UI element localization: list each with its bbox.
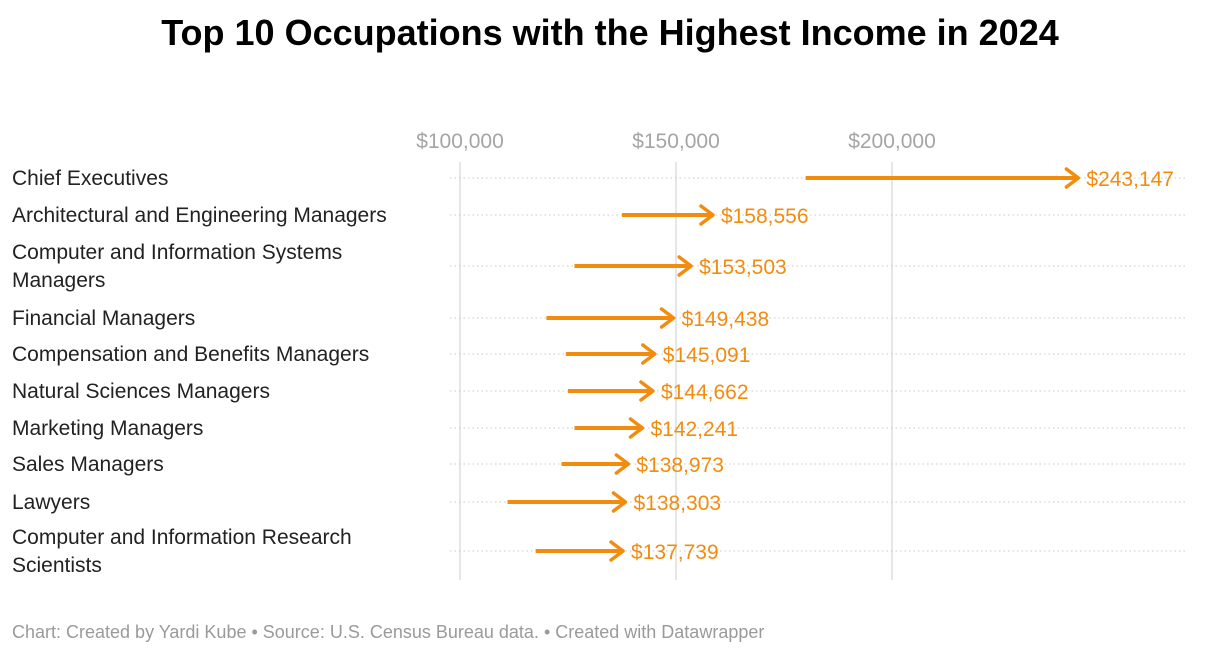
category-label: Architectural and Engineering Managers bbox=[12, 204, 387, 227]
data-rows: Chief Executives $243,147 Architectural an… bbox=[12, 167, 1188, 577]
arrow-head bbox=[641, 343, 657, 365]
arrow-head bbox=[1064, 167, 1081, 189]
category-label: Compensation and Benefits Managers bbox=[12, 343, 369, 366]
footer-separator: • bbox=[538, 622, 556, 642]
chart-footer: Chart: Created by Yardi Kube • Source: U… bbox=[12, 622, 764, 643]
x-tick-label: $100,000 bbox=[416, 130, 504, 153]
data-row: Architectural and Engineering Managers $1… bbox=[12, 204, 1188, 228]
chart-source: Source: U.S. Census Bureau data. bbox=[262, 622, 539, 642]
category-label: Computer and Information Research Scienti… bbox=[12, 526, 352, 577]
category-label: Natural Sciences Managers bbox=[12, 380, 270, 403]
x-tick-label: $150,000 bbox=[632, 130, 720, 153]
category-label: Chief Executives bbox=[12, 167, 168, 190]
footer-separator: • bbox=[246, 622, 263, 642]
chart-credit: Chart: Created by Yardi Kube bbox=[12, 622, 247, 642]
chart-title: Top 10 Occupations with the Highest Inco… bbox=[161, 12, 1059, 53]
value-label: $144,662 bbox=[661, 381, 749, 404]
value-label: $145,091 bbox=[663, 344, 751, 367]
data-row: Lawyers $138,303 bbox=[12, 491, 1188, 515]
value-label: $243,147 bbox=[1086, 168, 1174, 191]
arrow-head bbox=[611, 491, 628, 513]
data-row: Computer and Information Research Scienti… bbox=[12, 526, 1188, 577]
value-label: $153,503 bbox=[699, 256, 787, 279]
arrow-head bbox=[639, 380, 655, 402]
chart-tool-credit: Created with Datawrapper bbox=[555, 622, 765, 642]
value-label: $149,438 bbox=[682, 308, 770, 331]
value-label: $137,739 bbox=[631, 541, 719, 564]
arrow-head bbox=[699, 204, 715, 226]
value-label: $142,241 bbox=[650, 418, 738, 441]
category-label: Sales Managers bbox=[12, 453, 164, 476]
arrow-head bbox=[609, 540, 625, 562]
category-label: Financial Managers bbox=[12, 307, 195, 330]
gridlines bbox=[459, 162, 893, 580]
data-row: Compensation and Benefits Managers $145,0… bbox=[12, 343, 1188, 367]
value-label: $158,556 bbox=[721, 205, 809, 228]
category-label: Lawyers bbox=[12, 491, 90, 514]
data-row: Chief Executives $243,147 bbox=[12, 167, 1188, 191]
x-tick-label: $200,000 bbox=[848, 130, 936, 153]
arrow-head bbox=[628, 417, 645, 439]
x-axis-ticks: $100,000 $150,000 $200,000 bbox=[416, 130, 936, 153]
arrow-chart: $100,000 $150,000 $200,000 Chief Executive… bbox=[12, 130, 1188, 580]
data-row: Natural Sciences Managers $144,662 bbox=[12, 380, 1188, 404]
arrow-head bbox=[677, 255, 693, 277]
arrow-head bbox=[614, 453, 631, 475]
category-label: Computer and Information Systems Managers bbox=[12, 241, 342, 292]
data-row: Sales Managers $138,973 bbox=[12, 453, 1188, 477]
value-label: $138,303 bbox=[633, 492, 721, 515]
data-row: Marketing Managers $142,241 bbox=[12, 417, 1188, 441]
data-row: Financial Managers $149,438 bbox=[12, 307, 1188, 331]
arrow-head bbox=[659, 307, 676, 329]
category-label: Marketing Managers bbox=[12, 417, 203, 440]
data-row: Computer and Information Systems Managers… bbox=[12, 241, 1188, 292]
value-label: $138,973 bbox=[636, 454, 724, 477]
